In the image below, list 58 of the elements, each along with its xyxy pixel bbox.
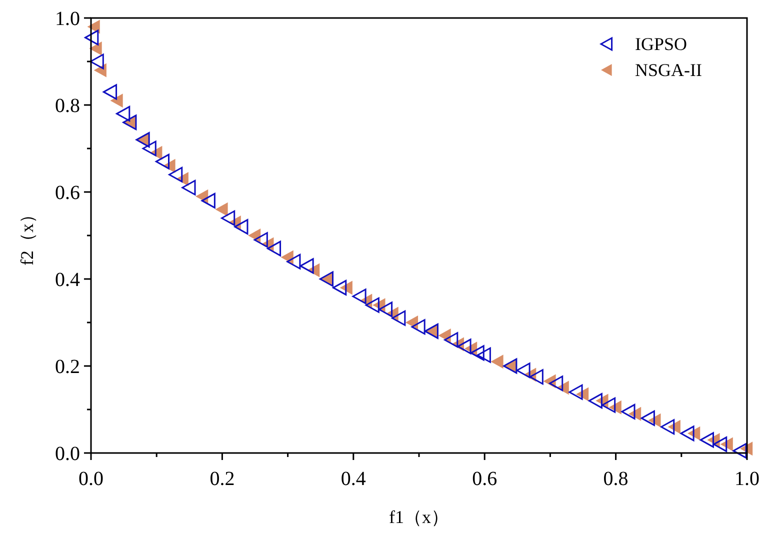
x-tick-label: 0.6 [472,468,498,490]
y-tick-label: 0.6 [55,182,80,204]
point [234,219,248,235]
x-tick-label: 1.0 [734,468,760,490]
point [84,30,99,46]
point [254,232,268,248]
y-tick-label: 1.0 [55,8,80,30]
point [266,240,282,256]
x-tick-label: 0.2 [210,468,235,490]
point [621,404,636,420]
point [529,369,544,385]
point [142,140,156,156]
point [444,332,458,348]
point [378,302,393,318]
point [215,202,228,216]
point [601,397,616,413]
point [490,354,504,369]
point [102,84,118,100]
y-tick-label: 0.4 [55,269,80,291]
point [221,210,236,226]
point [660,419,675,435]
point [568,384,583,400]
y-tick-label: 0.0 [55,443,80,465]
x-tick-label: 0.4 [340,468,366,490]
point [352,288,366,304]
point [476,347,491,363]
point [182,180,196,196]
point [411,319,426,335]
y-axis-title: f2（x） [17,206,37,266]
point [732,443,747,459]
point [700,432,714,448]
point [680,426,694,442]
point [549,376,564,392]
point [640,410,655,426]
point [457,338,472,354]
point [116,106,130,122]
y-tick-label: 0.2 [55,356,80,378]
x-tick-label: 0.0 [78,468,104,490]
x-tick-label: 0.8 [603,468,628,490]
point [286,254,301,270]
point [365,297,380,313]
point [588,393,602,409]
x-axis-title: f1（x） [389,507,449,527]
point [300,258,314,274]
y-tick-label: 0.8 [55,95,80,117]
point [332,280,347,296]
point [201,192,216,208]
point [155,154,170,170]
legend-label: NSGA-II [635,60,702,80]
point [516,362,530,378]
point [713,436,728,452]
legend-label: IGPSO [635,34,688,54]
point [392,310,406,326]
point [470,345,484,361]
point [110,94,123,108]
point [168,166,183,182]
point [90,54,104,70]
point [89,41,102,56]
